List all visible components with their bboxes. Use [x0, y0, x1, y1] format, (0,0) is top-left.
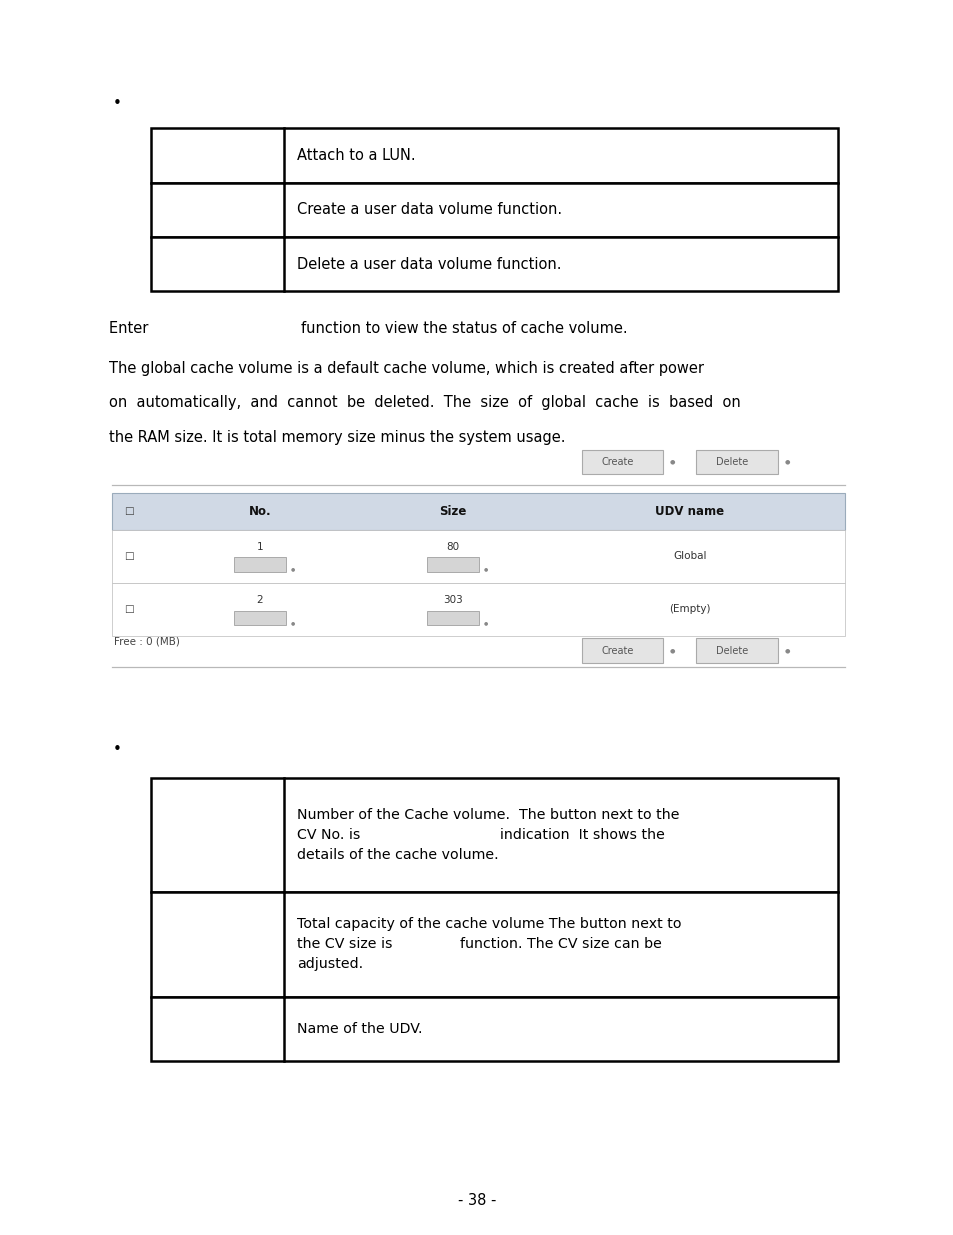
Bar: [696, 638, 777, 663]
Text: Attach to a LUN.: Attach to a LUN.: [296, 148, 415, 163]
Text: Name of the UDV.: Name of the UDV.: [296, 1021, 422, 1036]
Text: 303: 303: [443, 595, 462, 605]
Text: □: □: [124, 506, 133, 516]
Text: ●: ●: [483, 620, 488, 625]
Bar: [696, 450, 777, 474]
Text: Free : 0 (MB): Free : 0 (MB): [113, 636, 179, 646]
Text: ●: ●: [669, 648, 675, 653]
Text: 1: 1: [256, 542, 263, 552]
Text: (Empty): (Empty): [668, 604, 710, 615]
Text: Global: Global: [672, 551, 706, 562]
Text: Create a user data volume function.: Create a user data volume function.: [296, 203, 561, 217]
Text: Create: Create: [600, 646, 633, 656]
Text: 80: 80: [446, 542, 459, 552]
Bar: [233, 557, 286, 572]
Bar: [112, 583, 844, 636]
Text: •: •: [112, 96, 121, 111]
Text: □: □: [124, 604, 133, 615]
Bar: [581, 450, 662, 474]
Bar: [151, 128, 837, 183]
Text: ●: ●: [783, 459, 789, 464]
Text: Enter                                 function to view the status of cache volum: Enter function to view the status of cac…: [109, 321, 627, 336]
Text: No.: No.: [249, 505, 271, 517]
Text: ●: ●: [483, 567, 488, 572]
Text: - 38 -: - 38 -: [457, 1193, 496, 1208]
Text: 2: 2: [256, 595, 263, 605]
Text: Size: Size: [439, 505, 466, 517]
Text: on  automatically,  and  cannot  be  deleted.  The  size  of  global  cache  is : on automatically, and cannot be deleted.…: [109, 395, 740, 410]
Bar: [151, 237, 837, 291]
Text: Total capacity of the cache volume The button next to
the CV size is            : Total capacity of the cache volume The b…: [296, 918, 680, 971]
Bar: [427, 610, 479, 625]
Text: ●: ●: [291, 567, 294, 572]
Text: the RAM size. It is total memory size minus the system usage.: the RAM size. It is total memory size mi…: [109, 430, 565, 445]
Bar: [112, 530, 844, 583]
Bar: [427, 557, 479, 572]
Text: Delete: Delete: [715, 646, 747, 656]
Text: ●: ●: [291, 620, 294, 625]
Bar: [151, 183, 837, 237]
Text: Number of the Cache volume.  The button next to the
CV No. is                   : Number of the Cache volume. The button n…: [296, 808, 679, 862]
Text: The global cache volume is a default cache volume, which is created after power: The global cache volume is a default cac…: [109, 361, 703, 375]
Text: UDV name: UDV name: [655, 505, 723, 517]
Text: •: •: [112, 742, 121, 757]
Bar: [112, 493, 844, 530]
Text: □: □: [124, 551, 133, 562]
Bar: [233, 610, 286, 625]
Bar: [151, 892, 837, 997]
Text: Delete a user data volume function.: Delete a user data volume function.: [296, 257, 560, 272]
Bar: [151, 997, 837, 1061]
Text: Delete: Delete: [715, 457, 747, 467]
Text: ●: ●: [783, 648, 789, 653]
Text: Create: Create: [600, 457, 633, 467]
Bar: [581, 638, 662, 663]
Text: ●: ●: [669, 459, 675, 464]
Bar: [151, 778, 837, 892]
